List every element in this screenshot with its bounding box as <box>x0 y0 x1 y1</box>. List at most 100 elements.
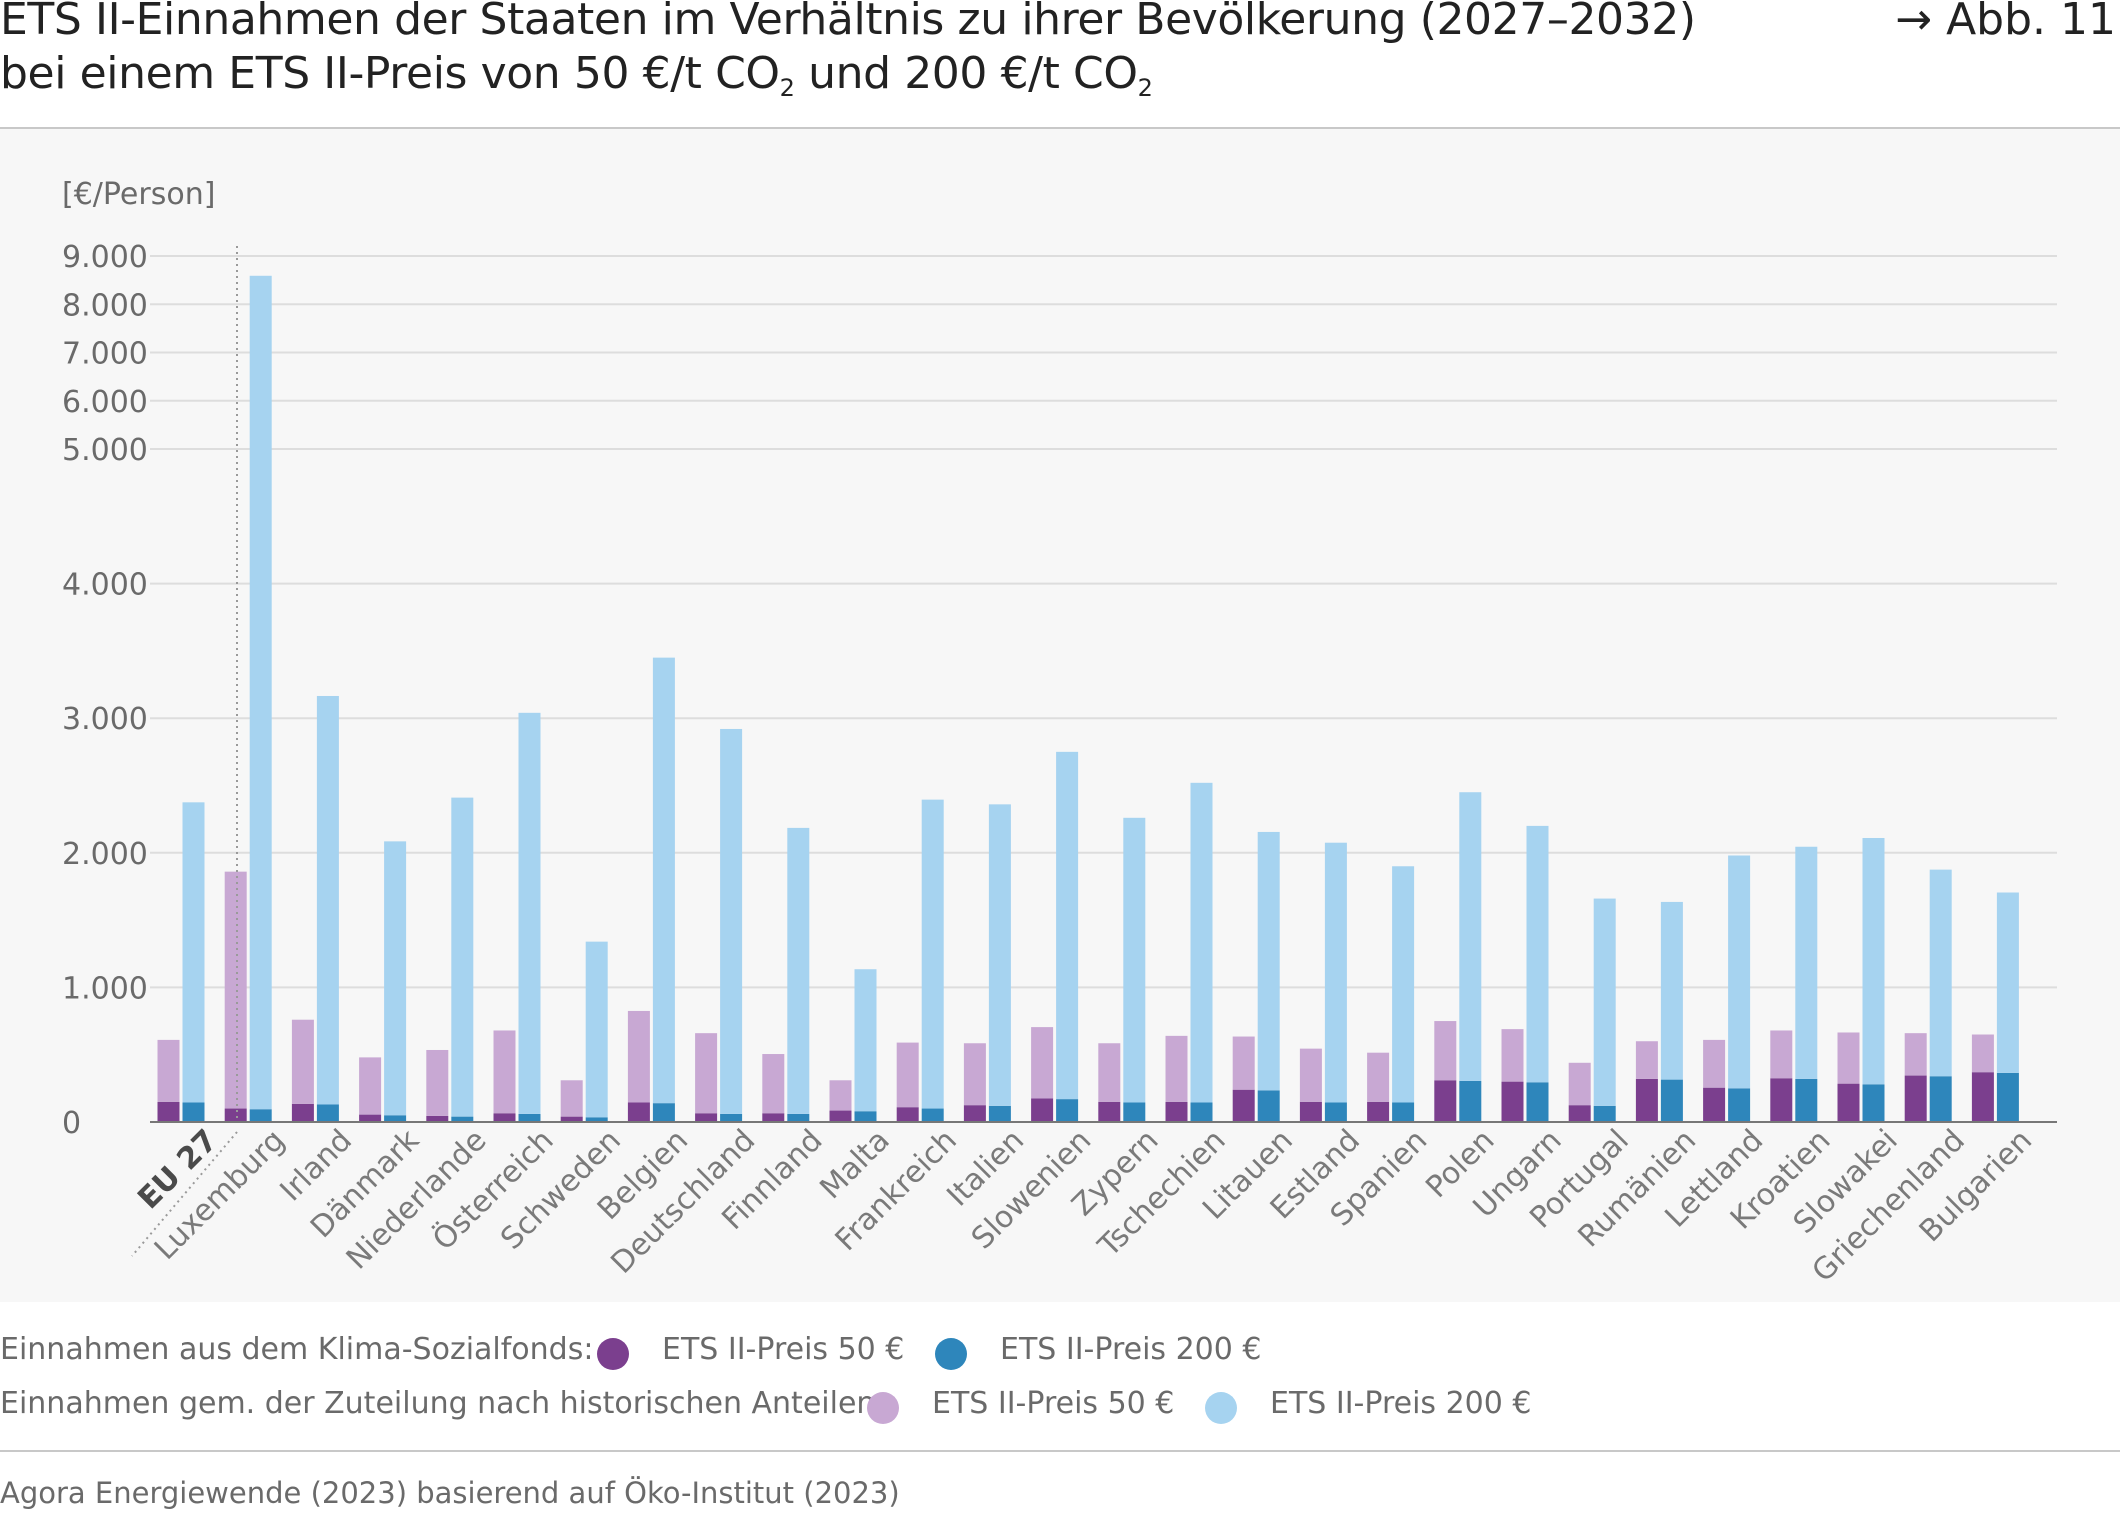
bar-ksf-50 <box>359 1114 382 1122</box>
bar-hist-50 <box>1165 1035 1188 1102</box>
bar-hist-200 <box>1056 751 1079 1100</box>
bar-ksf-200 <box>787 1113 810 1122</box>
bar-hist-200 <box>1526 825 1549 1083</box>
bar-ksf-50 <box>1568 1105 1591 1122</box>
bar-ksf-50 <box>1165 1101 1188 1122</box>
bar-ksf-50 <box>1098 1101 1121 1122</box>
bar-ksf-200 <box>1929 1076 1952 1122</box>
bar-hist-50 <box>829 1080 852 1111</box>
bar-hist-50 <box>1971 1034 1994 1073</box>
subtitle-subscript-1: 2 <box>779 74 795 102</box>
legend-swatch-ksf-50 <box>597 1338 629 1370</box>
bar-hist-200 <box>1795 846 1818 1079</box>
bar-hist-50 <box>1837 1032 1860 1084</box>
bar-ksf-200 <box>652 1103 675 1122</box>
category-labels: EU 27LuxemburgIrlandDänmarkNiederlandeÖs… <box>131 1122 2039 1289</box>
bars <box>157 275 2019 1122</box>
legend-item-hist-50: ETS II-Preis 50 € <box>932 1386 1175 1421</box>
bar-hist-50 <box>1232 1036 1255 1090</box>
y-tick-label: 1.000 <box>62 971 148 1006</box>
bar-ksf-200 <box>988 1105 1011 1122</box>
bar-hist-50 <box>1635 1041 1658 1079</box>
bar-ksf-50 <box>1367 1101 1390 1122</box>
bar-ksf-50 <box>1232 1089 1255 1122</box>
bar-ksf-200 <box>1795 1078 1818 1122</box>
subtitle-part-b: und 200 €/t CO <box>794 48 1138 99</box>
bar-hist-200 <box>787 827 810 1114</box>
bar-ksf-200 <box>182 1102 205 1122</box>
y-tick-label: 9.000 <box>62 240 148 275</box>
bar-ksf-50 <box>963 1105 986 1122</box>
bar-ksf-50 <box>1635 1078 1658 1122</box>
axes: [€/Person] 0 1.000 2.000 3.000 4.000 5.000 6.0… <box>62 177 2057 1257</box>
bar-ksf-200 <box>1526 1082 1549 1122</box>
bar-ksf-50 <box>829 1110 852 1122</box>
bar-hist-50 <box>157 1039 180 1102</box>
bar-ksf-200 <box>1660 1079 1683 1122</box>
bar-hist-200 <box>518 712 541 1114</box>
bar-hist-50 <box>1904 1033 1927 1076</box>
bar-ksf-200 <box>720 1113 743 1122</box>
bar-ksf-50 <box>1904 1075 1927 1122</box>
bar-ksf-200 <box>1996 1072 2019 1122</box>
bar-hist-200 <box>1929 869 1952 1077</box>
bar-hist-50 <box>896 1042 919 1108</box>
y-tick-label: 7.000 <box>62 337 148 372</box>
figure-reference[interactable]: → Abb. 11 <box>1895 0 2116 45</box>
bar-ksf-50 <box>1971 1072 1994 1122</box>
source-note: Agora Energiewende (2023) basierend auf … <box>0 1476 900 1510</box>
bar-hist-50 <box>695 1033 718 1114</box>
bar-hist-200 <box>1392 866 1415 1103</box>
bar-hist-200 <box>720 728 743 1114</box>
bar-ksf-50 <box>762 1113 785 1122</box>
legend-item-ksf-200: ETS II-Preis 200 € <box>1000 1332 1262 1367</box>
y-tick-label: 0 <box>62 1106 81 1141</box>
bar-ksf-200 <box>451 1116 474 1122</box>
bar-ksf-50 <box>627 1102 650 1122</box>
bar-hist-50 <box>627 1010 650 1103</box>
bar-ksf-50 <box>1501 1081 1524 1122</box>
bar-hist-50 <box>1770 1030 1793 1079</box>
bar-hist-50 <box>1434 1021 1457 1081</box>
bar-hist-50 <box>1098 1043 1121 1102</box>
legend-item-ksf-50: ETS II-Preis 50 € <box>662 1332 905 1367</box>
bar-hist-200 <box>921 799 944 1109</box>
bar-ksf-200 <box>384 1115 407 1122</box>
y-tick-label: 5.000 <box>62 433 148 468</box>
bar-ksf-50 <box>1837 1083 1860 1122</box>
source-divider <box>0 1450 2120 1452</box>
bar-ksf-50 <box>291 1103 314 1122</box>
bar-ksf-200 <box>518 1113 541 1122</box>
bar-ksf-50 <box>1299 1101 1322 1122</box>
bar-hist-50 <box>963 1043 986 1106</box>
bar-ksf-200 <box>854 1111 877 1122</box>
bar-hist-50 <box>1031 1027 1054 1099</box>
bar-hist-50 <box>1299 1048 1322 1102</box>
bar-ksf-50 <box>1770 1078 1793 1122</box>
bar-hist-200 <box>1324 842 1347 1103</box>
bar-ksf-200 <box>1459 1080 1482 1122</box>
bar-hist-50 <box>560 1080 583 1117</box>
bar-hist-200 <box>585 941 608 1118</box>
chart-subtitle: bei einem ETS II-Preis von 50 €/t CO2 un… <box>0 48 1153 102</box>
bar-hist-50 <box>1568 1062 1591 1106</box>
bar-hist-200 <box>854 969 877 1112</box>
y-tick-label: 4.000 <box>62 568 148 603</box>
gridlines <box>150 255 2057 989</box>
y-tick-label: 6.000 <box>62 385 148 420</box>
subtitle-subscript-2: 2 <box>1137 74 1153 102</box>
bar-hist-200 <box>1728 855 1751 1089</box>
bar-ksf-50 <box>560 1116 583 1122</box>
bar-ksf-50 <box>224 1108 247 1122</box>
bar-hist-200 <box>1459 792 1482 1081</box>
bar-ksf-200 <box>1728 1088 1751 1122</box>
bar-ksf-50 <box>1031 1098 1054 1122</box>
bar-hist-50 <box>762 1054 785 1114</box>
bar-hist-50 <box>359 1057 382 1115</box>
bar-ksf-200 <box>316 1104 339 1122</box>
bar-ksf-50 <box>493 1113 516 1122</box>
bar-ksf-50 <box>1703 1087 1726 1122</box>
y-axis-unit-label: [€/Person] <box>62 177 215 212</box>
y-tick-label: 8.000 <box>62 288 148 323</box>
